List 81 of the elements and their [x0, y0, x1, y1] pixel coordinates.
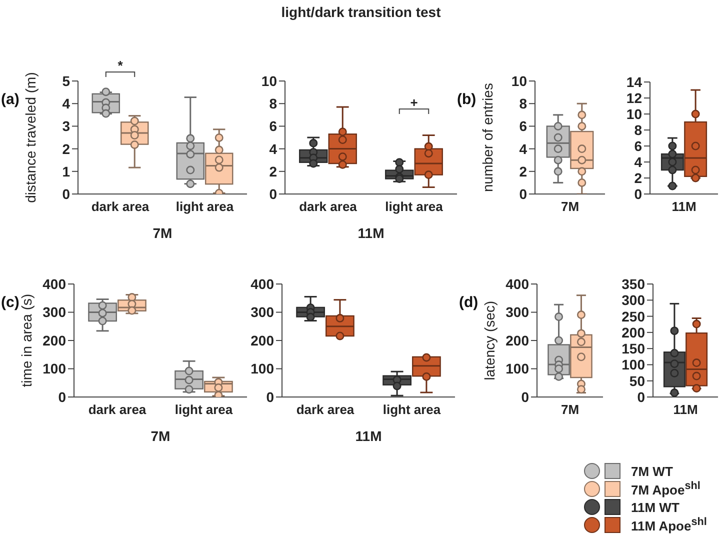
- y-tick-label: 0: [634, 186, 642, 202]
- y-tick-label: 50: [629, 372, 646, 389]
- y-tick-label: 0: [637, 388, 646, 405]
- x-tick-label: dark area: [91, 199, 150, 214]
- x-tick-label: dark area: [88, 402, 147, 418]
- y-tick-label: 400: [42, 276, 66, 292]
- y-tick-label: 0: [266, 388, 274, 405]
- x-tick-label: 11M: [672, 199, 696, 214]
- y-tick-label: 4: [62, 96, 70, 112]
- y-tick-label: 4: [634, 154, 642, 170]
- significance-bracket: *: [105, 58, 136, 78]
- x-tick-label: 11M: [673, 402, 698, 418]
- y-tick-label: 300: [42, 304, 66, 320]
- y-tick-label: 0: [269, 186, 278, 202]
- y-tick-label: 0: [58, 388, 66, 405]
- legend-label: 7M Apoe$^{shl}$: [631, 480, 700, 498]
- y-tick-label: 3: [62, 118, 70, 134]
- legend-label: 7M WT: [631, 464, 673, 478]
- text: (c): [1, 294, 20, 311]
- y-tick-label: 0: [521, 388, 530, 405]
- x-tick-label: 7M: [560, 199, 580, 214]
- text: (d): [459, 294, 478, 311]
- y-tick-label: 200: [506, 332, 530, 348]
- y-tick-label: 2: [269, 163, 278, 180]
- x-tick-label: light area: [385, 199, 444, 214]
- y-tick-label: 8: [269, 96, 278, 112]
- x-tick-label: dark area: [299, 199, 358, 214]
- x-axis-title: 7M: [152, 225, 172, 241]
- y-tick-label: 6: [634, 138, 642, 154]
- y-tick-label: 250: [622, 308, 646, 324]
- x-tick-label: light area: [382, 402, 442, 418]
- y-tick-label: 300: [622, 292, 646, 308]
- text: (a): [1, 91, 20, 108]
- legend-label: 11M Apoe$^{shl}$: [631, 516, 707, 534]
- y-axis-title: number of entries: [480, 83, 496, 192]
- y-tick-label: 100: [42, 360, 66, 377]
- y-tick-label: 100: [250, 360, 274, 377]
- y-tick-label: 2: [62, 140, 70, 157]
- x-tick-label: light area: [174, 402, 234, 418]
- text: light/dark transition test: [280, 4, 442, 20]
- significance-bracket: +: [398, 95, 430, 114]
- y-tick-label: 8: [519, 96, 528, 112]
- y-tick-label: 300: [250, 304, 274, 320]
- y-tick-label: 1: [62, 163, 70, 180]
- x-tick-label: dark area: [296, 402, 355, 418]
- y-tick-label: 100: [622, 356, 646, 373]
- y-axis-title: distance traveled (m): [22, 72, 39, 203]
- y-tick-label: 8: [634, 122, 642, 138]
- y-tick-label: 200: [250, 332, 274, 348]
- y-tick-label: 0: [62, 186, 70, 202]
- y-axis-title: latency (sec): [482, 300, 498, 380]
- y-tick-label: 0: [519, 186, 528, 202]
- x-axis-title: 7M: [150, 428, 170, 444]
- y-tick-label: 350: [622, 276, 646, 292]
- y-tick-label: 2: [519, 163, 528, 180]
- y-tick-label: 150: [622, 340, 646, 357]
- y-tick-label: 400: [250, 276, 274, 292]
- y-tick-label: 4: [519, 140, 528, 157]
- y-tick-label: 200: [622, 324, 646, 340]
- x-axis-title: 11M: [358, 225, 384, 241]
- y-tick-label: 400: [506, 276, 530, 292]
- x-axis-title: 11M: [355, 428, 382, 444]
- y-tick-label: 300: [506, 304, 530, 320]
- y-tick-label: 100: [506, 360, 530, 377]
- x-tick-label: 7M: [560, 402, 580, 418]
- y-tick-label: 12: [626, 90, 642, 106]
- y-tick-label: 6: [269, 118, 278, 134]
- annotation: +: [410, 95, 418, 110]
- y-tick-label: 5: [62, 72, 70, 89]
- y-tick-label: 10: [261, 72, 278, 89]
- y-tick-label: 10: [626, 106, 642, 122]
- legend-label: 11M WT: [631, 500, 680, 514]
- y-tick-label: 6: [519, 118, 528, 134]
- y-tick-label: 2: [634, 170, 642, 186]
- y-tick-label: 4: [269, 140, 278, 157]
- y-tick-label: 200: [42, 332, 66, 348]
- x-tick-label: light area: [176, 199, 234, 214]
- y-tick-label: 14: [626, 74, 642, 90]
- y-tick-label: 10: [511, 72, 528, 89]
- y-axis-title: time in area (s): [18, 294, 35, 388]
- text: (b): [457, 91, 476, 108]
